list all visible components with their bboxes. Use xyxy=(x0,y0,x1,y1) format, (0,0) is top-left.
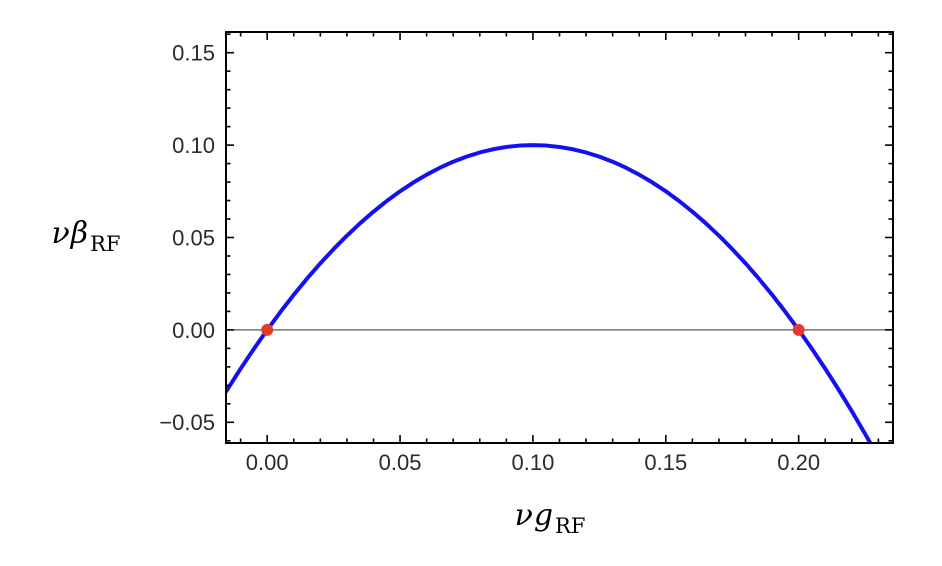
x-tick-label: 0.15 xyxy=(644,450,687,475)
y-tick-label: 0.15 xyxy=(172,41,215,66)
y-axis-title: νβ RF xyxy=(30,216,142,260)
x-axis-title-subscript: RF xyxy=(555,514,586,538)
y-tick-label: 0.10 xyxy=(172,133,215,158)
x-tick-label: 0.20 xyxy=(777,450,820,475)
x-axis-title-main: νg xyxy=(514,498,555,533)
fixed-point-marker xyxy=(261,323,274,336)
beta-function-curve xyxy=(226,143,873,443)
y-tick-label: 0.05 xyxy=(172,225,215,250)
y-tick-label: −0.05 xyxy=(159,410,215,435)
y-axis-title-main: νβ xyxy=(51,216,90,251)
x-axis-title: νg RF xyxy=(492,498,608,542)
x-tick-label: 0.00 xyxy=(246,450,289,475)
fixed-point-marker xyxy=(792,323,805,336)
y-axis-title-subscript: RF xyxy=(90,232,121,256)
y-tick-label: 0.00 xyxy=(172,318,215,343)
x-tick-label: 0.05 xyxy=(379,450,422,475)
plot-frame xyxy=(225,31,894,444)
x-tick-label: 0.10 xyxy=(512,450,555,475)
